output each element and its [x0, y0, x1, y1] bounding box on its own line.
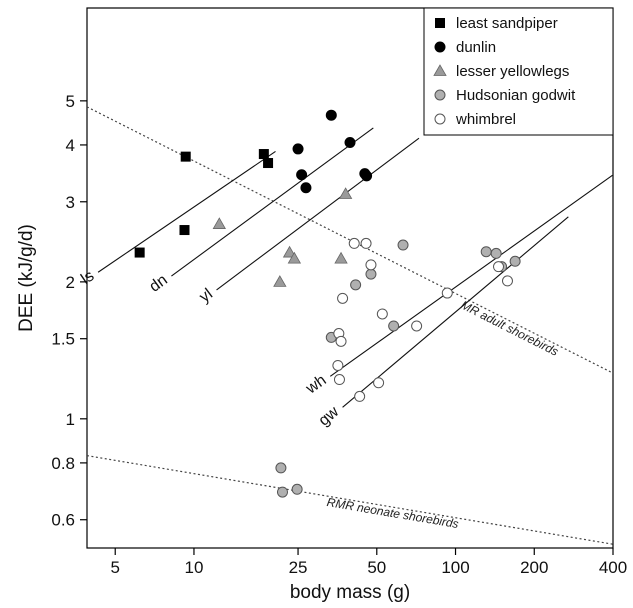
y-tick-label: 2	[66, 273, 75, 292]
point-whimbrel	[501, 275, 513, 287]
x-tick-label: 100	[441, 558, 469, 577]
x-axis-title: body mass (g)	[290, 582, 410, 603]
x-axis: 5 10 25 50 100 200 400	[110, 548, 627, 577]
reference-line	[86, 455, 614, 545]
point-dunlin	[361, 170, 373, 182]
point-whimbrel	[348, 237, 360, 249]
point-whimbrel	[354, 390, 366, 402]
point-lesser-yellowlegs	[287, 251, 302, 264]
point-whimbrel	[337, 292, 349, 304]
point-dunlin	[344, 136, 356, 148]
legend-label-least-sandpiper: least sandpiper	[456, 15, 558, 32]
y-axis-title: DEE (kJ/g/d)	[16, 224, 37, 332]
y-tick-label: 4	[66, 136, 75, 155]
point-whimbrel	[360, 237, 372, 249]
point-lesser-yellowlegs	[338, 187, 353, 199]
point-hudsonian-godwit	[350, 279, 362, 291]
point-hudsonian-godwit	[397, 239, 409, 251]
legend-box	[423, 7, 614, 136]
reference-line	[86, 106, 614, 374]
regression-line	[329, 174, 613, 377]
legend: least sandpiper dunlin lesser yellowlegs Hu…	[423, 7, 614, 136]
point-lesser-yellowlegs	[282, 245, 297, 258]
point-whimbrel	[335, 335, 347, 347]
point-least-sandpiper	[180, 151, 191, 162]
y-tick-label: 3	[66, 193, 75, 212]
y-tick-label: 0.6	[51, 511, 75, 530]
y-axis: 0.6 0.8 1 1.5 2 3 4 5	[51, 92, 87, 530]
point-lesser-yellowlegs	[334, 251, 348, 264]
legend-label-lesser-yellowlegs: lesser yellowlegs	[456, 63, 569, 80]
x-tick-label: 10	[185, 558, 204, 577]
point-dunlin	[325, 109, 337, 121]
regression-line	[216, 137, 420, 291]
point-hudsonian-godwit	[275, 462, 287, 474]
point-whimbrel	[441, 287, 453, 299]
point-dunlin	[300, 182, 312, 194]
y-tick-label: 5	[66, 92, 75, 111]
x-tick-label: 400	[599, 558, 627, 577]
data-points	[134, 109, 521, 498]
point-dunlin	[296, 169, 308, 181]
regression-line	[171, 127, 374, 277]
point-hudsonian-godwit	[490, 247, 502, 259]
regression-line	[342, 216, 569, 408]
point-hudsonian-godwit	[388, 320, 400, 332]
y-tick-label: 1	[66, 410, 75, 429]
x-tick-label: 200	[520, 558, 548, 577]
point-whimbrel	[373, 377, 385, 389]
point-hudsonian-godwit	[509, 255, 521, 267]
point-least-sandpiper	[179, 225, 190, 236]
point-whimbrel	[376, 308, 388, 320]
y-tick-label: 0.8	[51, 454, 75, 473]
legend-marker-dunlin	[434, 41, 446, 53]
point-least-sandpiper	[258, 149, 269, 160]
legend-marker-hudsonian-godwit	[434, 89, 446, 101]
point-least-sandpiper	[134, 247, 145, 258]
point-lesser-yellowlegs	[273, 275, 287, 287]
x-tick-label: 5	[110, 558, 119, 577]
legend-label-dunlin: dunlin	[456, 39, 496, 56]
point-dunlin	[292, 143, 304, 155]
legend-marker-least-sandpiper	[435, 18, 445, 28]
point-hudsonian-godwit	[365, 268, 377, 280]
point-whimbrel	[493, 261, 505, 273]
point-whimbrel	[411, 320, 423, 332]
legend-marker-lesser-yellowlegs	[433, 64, 447, 76]
x-tick-label: 50	[367, 558, 386, 577]
point-hudsonian-godwit	[291, 483, 303, 495]
x-tick-label: 25	[289, 558, 308, 577]
point-hudsonian-godwit	[480, 246, 492, 258]
point-lesser-yellowlegs	[212, 217, 226, 229]
point-whimbrel	[333, 374, 345, 386]
regression-line	[97, 151, 276, 273]
point-least-sandpiper	[263, 158, 274, 169]
y-tick-label: 1.5	[51, 330, 75, 349]
legend-marker-whimbrel	[434, 113, 446, 125]
legend-label-whimbrel: whimbrel	[455, 111, 516, 128]
point-hudsonian-godwit	[276, 486, 288, 498]
point-whimbrel	[365, 259, 377, 271]
point-whimbrel	[332, 359, 344, 371]
legend-label-hudsonian-godwit: Hudsonian godwit	[456, 87, 576, 104]
